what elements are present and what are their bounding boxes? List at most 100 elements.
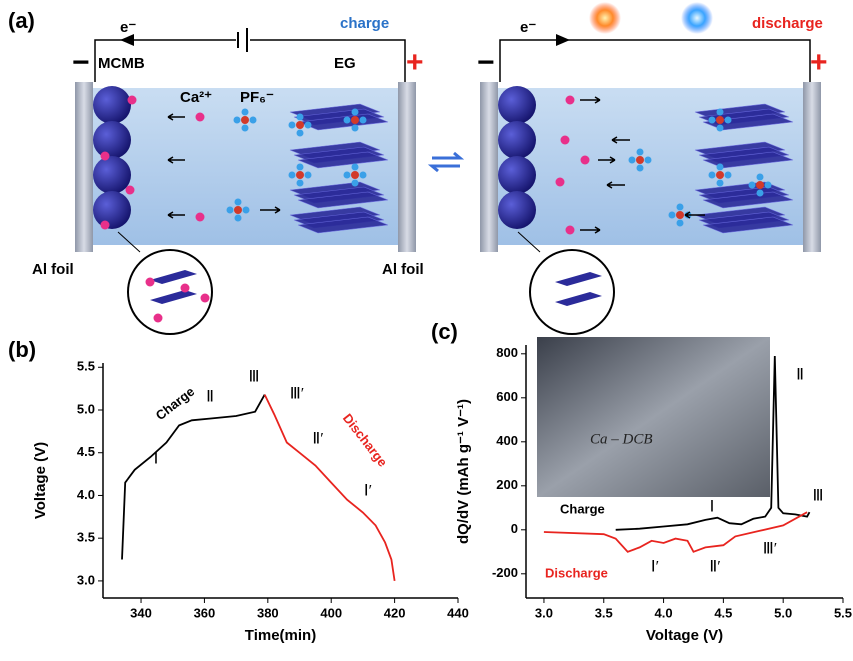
annotation: Ⅱ xyxy=(796,367,804,384)
ion xyxy=(628,156,636,164)
equilibrium xyxy=(427,151,465,173)
ion xyxy=(351,116,359,124)
panel-label: (b) xyxy=(8,337,36,362)
electron: e⁻ xyxy=(120,19,136,36)
ion xyxy=(125,185,135,195)
schematic: (a) e⁻ e⁻ charge discharge − − + + MCMB … xyxy=(8,2,828,335)
data-line xyxy=(615,355,811,531)
ion xyxy=(756,189,764,197)
y-tick-label: 200 xyxy=(496,477,518,492)
foil xyxy=(398,82,416,252)
ion xyxy=(636,156,644,164)
x-axis-label: Voltage (V) xyxy=(646,627,723,644)
ion xyxy=(708,171,716,179)
ion xyxy=(343,171,351,179)
arrow xyxy=(556,34,570,46)
ion xyxy=(560,135,570,145)
ion xyxy=(241,116,249,124)
ion xyxy=(716,171,724,179)
annotation: Ⅰ′ xyxy=(651,559,659,576)
ion xyxy=(288,121,296,129)
annotation: Ⅲ′ xyxy=(763,541,778,558)
y-tick-label: 600 xyxy=(496,389,518,404)
annotation: Ⅰ xyxy=(154,451,159,468)
ion xyxy=(242,206,250,214)
y-axis-label: dQ/dV (mAh g⁻¹ V⁻¹) xyxy=(455,399,472,544)
ion-arrow xyxy=(167,156,185,164)
annotation: Ⅰ xyxy=(710,499,715,516)
ion xyxy=(180,283,190,293)
ion xyxy=(359,116,367,124)
x-tick-label: 380 xyxy=(257,605,279,620)
mcmb xyxy=(93,191,131,229)
ion xyxy=(636,164,644,172)
graphite xyxy=(297,216,389,234)
ion xyxy=(644,156,652,164)
ion xyxy=(200,293,210,303)
zoom-line xyxy=(517,231,541,253)
mcmb xyxy=(93,156,131,194)
x-axis-label: Time(min) xyxy=(245,627,316,644)
ion xyxy=(668,211,676,219)
ion xyxy=(343,116,351,124)
series-label: Charge xyxy=(560,501,605,516)
ion xyxy=(296,121,304,129)
annotation: Ⅱ′ xyxy=(709,559,720,576)
y-tick-label: 4.5 xyxy=(77,444,95,459)
y-tick-label: -200 xyxy=(492,565,518,580)
zoom-line xyxy=(117,231,141,253)
ion-arrow xyxy=(167,113,185,121)
ion xyxy=(100,151,110,161)
ion xyxy=(716,179,724,187)
mcmb xyxy=(498,121,536,159)
ion xyxy=(748,181,756,189)
series-label: Discharge xyxy=(545,565,608,580)
panel-label: (c) xyxy=(431,319,458,344)
ion xyxy=(241,108,249,116)
ion xyxy=(304,171,312,179)
ion xyxy=(226,206,234,214)
ion-arrow xyxy=(260,206,281,214)
mcmb xyxy=(93,86,131,124)
y-tick-label: 400 xyxy=(496,433,518,448)
cathode: EG xyxy=(334,55,356,72)
ion xyxy=(716,116,724,124)
y-tick-label: 3.0 xyxy=(77,572,95,587)
x-tick-label: 420 xyxy=(384,605,406,620)
ion xyxy=(296,113,304,121)
ion xyxy=(195,112,205,122)
x-tick-label: 3.0 xyxy=(535,605,553,620)
anion: PF₆⁻ xyxy=(240,89,274,106)
ion-arrow xyxy=(580,226,601,234)
x-tick-label: 400 xyxy=(320,605,342,620)
ion xyxy=(351,163,359,171)
x-tick-label: 360 xyxy=(194,605,216,620)
arrow xyxy=(120,34,134,46)
ion xyxy=(716,163,724,171)
ion-arrow xyxy=(684,211,705,219)
graphite xyxy=(297,191,389,209)
data-line xyxy=(121,394,266,560)
ion xyxy=(249,116,257,124)
y-axis-label: Voltage (V) xyxy=(32,442,49,519)
ion xyxy=(241,124,249,132)
ion xyxy=(636,148,644,156)
ion-arrow xyxy=(580,96,601,104)
ion xyxy=(234,198,242,206)
electron: e⁻ xyxy=(520,19,536,36)
foil xyxy=(480,82,498,252)
ion xyxy=(676,219,684,227)
series-label: Discharge xyxy=(340,411,391,470)
data-line xyxy=(543,511,808,553)
ion xyxy=(359,171,367,179)
y-tick-label: 3.5 xyxy=(77,530,95,545)
zoom xyxy=(529,249,615,335)
ion xyxy=(195,212,205,222)
ion xyxy=(555,177,565,187)
charge-label: charge xyxy=(340,15,389,32)
ion xyxy=(565,95,575,105)
ion xyxy=(296,163,304,171)
discharge-label: discharge xyxy=(752,15,823,32)
cation: Ca²⁺ xyxy=(180,89,212,106)
